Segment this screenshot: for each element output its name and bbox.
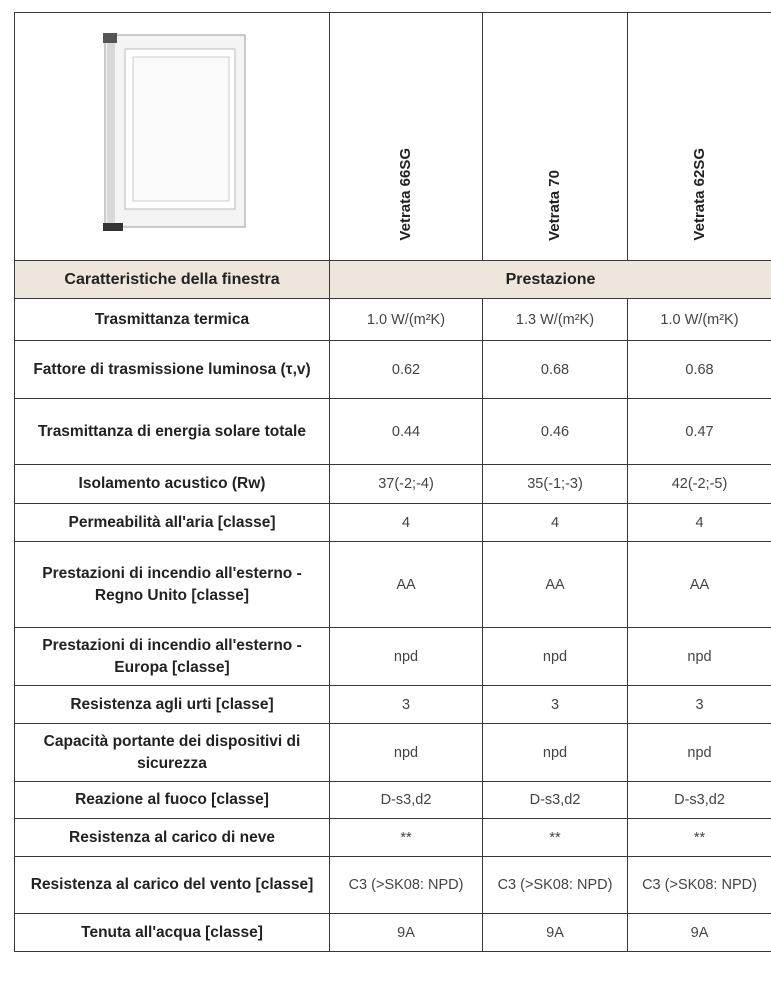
spec-row: Resistenza al carico di neve******: [15, 819, 771, 857]
value-cell: npd: [483, 628, 628, 686]
spec-row: Resistenza al carico del vento [classe]C…: [15, 857, 771, 914]
row-label: Isolamento acustico (Rw): [15, 465, 330, 504]
value-cell: npd: [483, 724, 628, 782]
image-row: Vetrata 66SG Vetrata 70 Vetrata 62SG: [15, 13, 771, 261]
value-cell: 0.62: [330, 341, 483, 399]
value-cell: D-s3,d2: [628, 782, 771, 819]
row-label: Tenuta all'acqua [classe]: [15, 914, 330, 952]
window-image: [95, 27, 255, 237]
value-cell: 3: [330, 686, 483, 724]
row-label: Permeabilità all'aria [classe]: [15, 504, 330, 542]
header-cell: Caratteristiche della finestra: [15, 261, 330, 299]
column-header: Vetrata 66SG: [395, 148, 417, 241]
header-cell: Prestazione: [330, 261, 771, 299]
row-label: Trasmittanza termica: [15, 299, 330, 341]
spec-row: Prestazioni di incendio all'esterno - Re…: [15, 542, 771, 628]
column-header: Vetrata 70: [544, 170, 566, 241]
value-cell: C3 (>SK08: NPD): [483, 857, 628, 914]
row-label: Reazione al fuoco [classe]: [15, 782, 330, 819]
value-cell: npd: [628, 724, 771, 782]
value-cell: AA: [330, 542, 483, 628]
value-cell: 3: [628, 686, 771, 724]
value-cell: 37(-2;-4): [330, 465, 483, 504]
spec-row: Prestazioni di incendio all'esterno - Eu…: [15, 628, 771, 686]
spec-table: Vetrata 66SG Vetrata 70 Vetrata 62SG Carat…: [14, 12, 771, 952]
column-header-cell: Vetrata 62SG: [628, 13, 771, 261]
value-cell: npd: [330, 724, 483, 782]
value-cell: 0.46: [483, 399, 628, 465]
value-cell: 3: [483, 686, 628, 724]
value-cell: 1.0 W/(m²K): [628, 299, 771, 341]
row-label: Prestazioni di incendio all'esterno - Re…: [15, 542, 330, 628]
value-cell: npd: [628, 628, 771, 686]
value-cell: **: [628, 819, 771, 857]
value-cell: 4: [483, 504, 628, 542]
spec-row: Capacità portante dei dispositivi di sic…: [15, 724, 771, 782]
header-row: Caratteristiche della finestra Prestazio…: [15, 261, 771, 299]
value-cell: 1.3 W/(m²K): [483, 299, 628, 341]
value-cell: 0.47: [628, 399, 771, 465]
value-cell: 9A: [483, 914, 628, 952]
row-label: Resistenza agli urti [classe]: [15, 686, 330, 724]
value-cell: 42(-2;-5): [628, 465, 771, 504]
value-cell: 1.0 W/(m²K): [330, 299, 483, 341]
value-cell: 9A: [628, 914, 771, 952]
image-cell: [15, 13, 330, 261]
value-cell: 0.68: [628, 341, 771, 399]
value-cell: **: [483, 819, 628, 857]
column-header-cell: Vetrata 70: [483, 13, 628, 261]
row-label: Fattore di trasmissione luminosa (τ,v): [15, 341, 330, 399]
value-cell: C3 (>SK08: NPD): [628, 857, 771, 914]
value-cell: 9A: [330, 914, 483, 952]
value-cell: 35(-1;-3): [483, 465, 628, 504]
spec-row: Fattore di trasmissione luminosa (τ,v)0.…: [15, 341, 771, 399]
column-header: Vetrata 62SG: [689, 148, 711, 241]
row-label: Resistenza al carico di neve: [15, 819, 330, 857]
value-cell: 4: [330, 504, 483, 542]
value-cell: 0.68: [483, 341, 628, 399]
value-cell: D-s3,d2: [483, 782, 628, 819]
value-cell: AA: [628, 542, 771, 628]
value-cell: 0.44: [330, 399, 483, 465]
spec-row: Isolamento acustico (Rw)37(-2;-4)35(-1;-…: [15, 465, 771, 504]
page: Vetrata 66SG Vetrata 70 Vetrata 62SG Carat…: [0, 0, 771, 984]
value-cell: AA: [483, 542, 628, 628]
row-label: Capacità portante dei dispositivi di sic…: [15, 724, 330, 782]
value-cell: **: [330, 819, 483, 857]
value-cell: C3 (>SK08: NPD): [330, 857, 483, 914]
value-cell: D-s3,d2: [330, 782, 483, 819]
row-label: Trasmittanza di energia solare totale: [15, 399, 330, 465]
column-header-cell: Vetrata 66SG: [330, 13, 483, 261]
value-cell: npd: [330, 628, 483, 686]
value-cell: 4: [628, 504, 771, 542]
row-label: Resistenza al carico del vento [classe]: [15, 857, 330, 914]
row-label: Prestazioni di incendio all'esterno - Eu…: [15, 628, 330, 686]
